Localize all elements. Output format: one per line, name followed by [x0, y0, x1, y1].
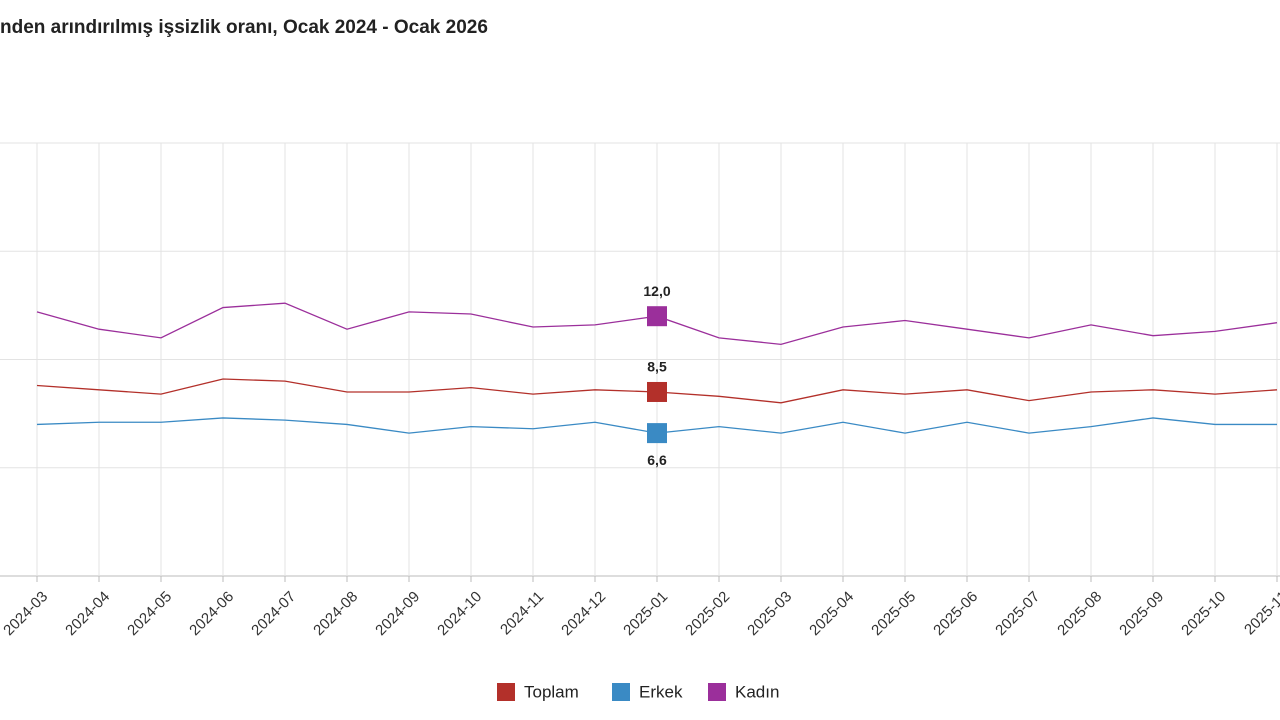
x-tick-label: 2025-09 — [1116, 588, 1167, 639]
x-tick-label: 2025-01 — [620, 588, 671, 639]
legend-swatch — [708, 683, 726, 701]
value-label: 6,6 — [647, 452, 667, 468]
x-tick-label: 2024-11 — [497, 588, 547, 638]
x-tick-label: 2024-08 — [310, 588, 361, 639]
x-tick-label: 2024-06 — [186, 588, 237, 639]
legend-swatch — [612, 683, 630, 701]
x-tick-label: 2024-03 — [0, 588, 51, 639]
value-label: 12,0 — [643, 283, 670, 299]
x-tick-label: 2025-04 — [806, 588, 857, 639]
x-tick-label: 2025-08 — [1054, 588, 1105, 639]
x-tick-label: 2025-06 — [930, 588, 981, 639]
legend-label: Kadın — [735, 682, 779, 701]
x-tick-label: 2024-05 — [124, 588, 175, 639]
highlight-marker — [647, 423, 667, 444]
legend-swatch — [497, 683, 515, 701]
x-tick-label: 2024-07 — [248, 588, 299, 639]
legend-label: Toplam — [524, 682, 579, 701]
x-tick-label: 2025-02 — [682, 588, 733, 639]
x-tick-label: 2024-12 — [558, 588, 609, 639]
x-tick-label: 2024-04 — [62, 588, 113, 639]
highlight-marker — [647, 306, 667, 327]
x-tick-label: 2024-10 — [434, 588, 485, 639]
highlight-marker — [647, 381, 667, 402]
x-tick-label: 2024-09 — [372, 588, 423, 639]
x-tick-label: 2025-03 — [744, 588, 795, 639]
x-tick-label: 2025-10 — [1178, 588, 1229, 639]
value-label: 8,5 — [647, 359, 667, 375]
x-tick-label: 2025-05 — [868, 588, 919, 639]
x-tick-label: 2025-07 — [992, 588, 1043, 639]
x-tick-label: 2025-11 — [1241, 588, 1280, 638]
chart-title: nden arındırılmış işsizlik oranı, Ocak 2… — [0, 17, 488, 38]
legend-label: Erkek — [639, 682, 683, 701]
